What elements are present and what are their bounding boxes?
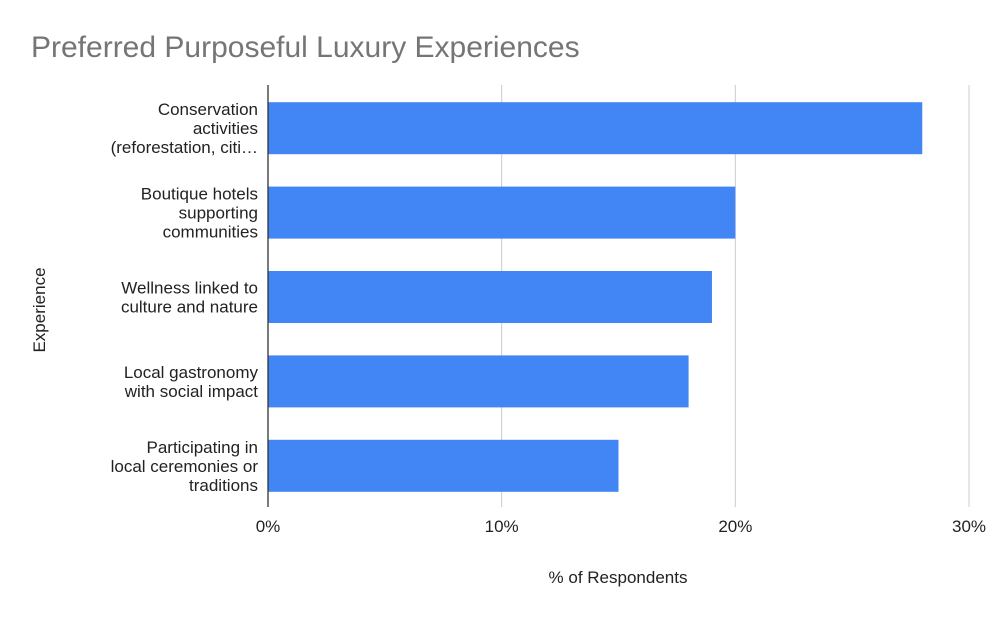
y-tick-label: Participating in local ceremonies or tradi… [111, 438, 259, 495]
x-tick-label: 20% [718, 517, 752, 536]
bars [268, 102, 923, 492]
y-tick-label: Boutique hotels supporting communities [141, 185, 258, 242]
bar [268, 102, 923, 155]
bar [268, 271, 712, 323]
x-tick-labels: 0% 10% 20% 30% [256, 517, 986, 536]
bar [268, 439, 619, 492]
bar [268, 186, 736, 239]
bar [268, 355, 689, 408]
x-axis-title: % of Respondents [549, 568, 688, 587]
x-tick-label: 30% [952, 517, 986, 536]
y-axis-title: Experience [30, 267, 49, 352]
x-tick-label: 10% [485, 517, 519, 536]
y-tick-label: Wellness linked to culture and nature [121, 279, 258, 317]
y-tick-label: Local gastronomy with social impact [124, 363, 259, 401]
chart-title: Preferred Purposeful Luxury Experiences [31, 31, 580, 64]
y-tick-labels: Conservation activities (reforestation, ci… [111, 100, 259, 495]
x-tick-label: 0% [256, 517, 281, 536]
y-tick-label: Conservation activities (reforestation, ci… [111, 100, 258, 157]
